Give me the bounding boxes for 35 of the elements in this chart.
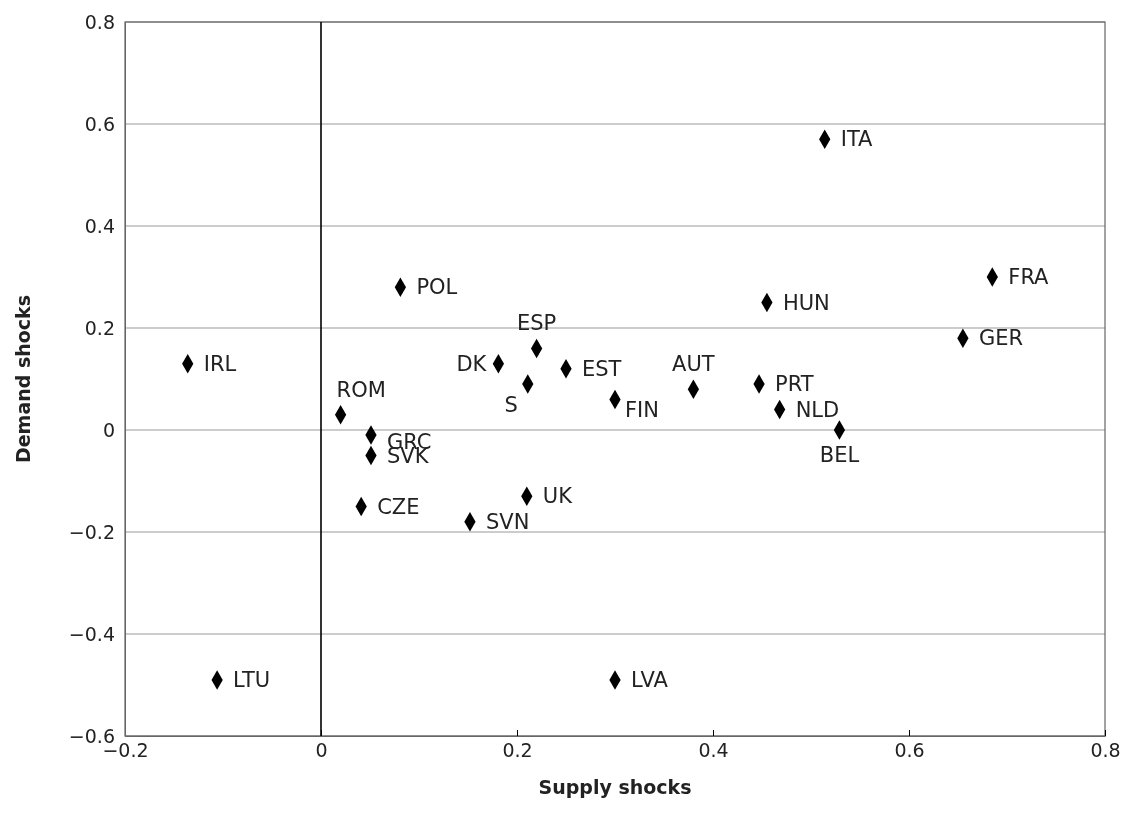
annotation: LVA xyxy=(631,667,669,692)
x-tick-label: 0.6 xyxy=(894,739,925,762)
y-axis-title: Demand shocks xyxy=(12,294,34,464)
annotation: BEL xyxy=(819,443,860,467)
x-tick-label: 0.4 xyxy=(698,739,729,762)
annotation: ESP xyxy=(516,311,557,336)
x-tick-label: 0.8 xyxy=(1090,739,1121,762)
annotation: IRL xyxy=(203,351,237,376)
annotation: ITA xyxy=(840,127,874,152)
annotation: AUT xyxy=(672,352,715,377)
y-tick-label: 0.8 xyxy=(84,10,115,33)
y-tick-label: −0.2 xyxy=(68,520,115,543)
annotation: GER xyxy=(978,326,1024,351)
annotation: POL xyxy=(416,275,458,300)
x-axis-title: Supply shocks xyxy=(538,776,692,798)
y-tick-label: 0.4 xyxy=(84,214,115,237)
annotation: CZE xyxy=(377,494,420,519)
annotation: ROM xyxy=(336,377,386,402)
annotation: HUN xyxy=(782,290,830,315)
annotation: LTU xyxy=(233,667,271,692)
annotation: UK xyxy=(542,484,574,509)
annotation: SVN xyxy=(485,509,530,534)
annotation: PRT xyxy=(775,372,814,397)
annotation: NLD xyxy=(795,397,840,422)
y-tick-label: 0.6 xyxy=(84,112,115,135)
annotation: FIN xyxy=(625,398,659,423)
y-tick-label: 0.2 xyxy=(84,316,115,339)
annotation: DK xyxy=(456,351,488,376)
annotation: FRA xyxy=(1008,265,1050,289)
x-tick-label: 0 xyxy=(315,739,328,762)
y-tick-label: −0.4 xyxy=(68,622,115,645)
annotation: EST xyxy=(582,356,622,381)
annotation: S xyxy=(504,393,518,418)
y-tick-label: 0 xyxy=(102,418,115,441)
x-tick-label: 0.2 xyxy=(502,739,533,762)
